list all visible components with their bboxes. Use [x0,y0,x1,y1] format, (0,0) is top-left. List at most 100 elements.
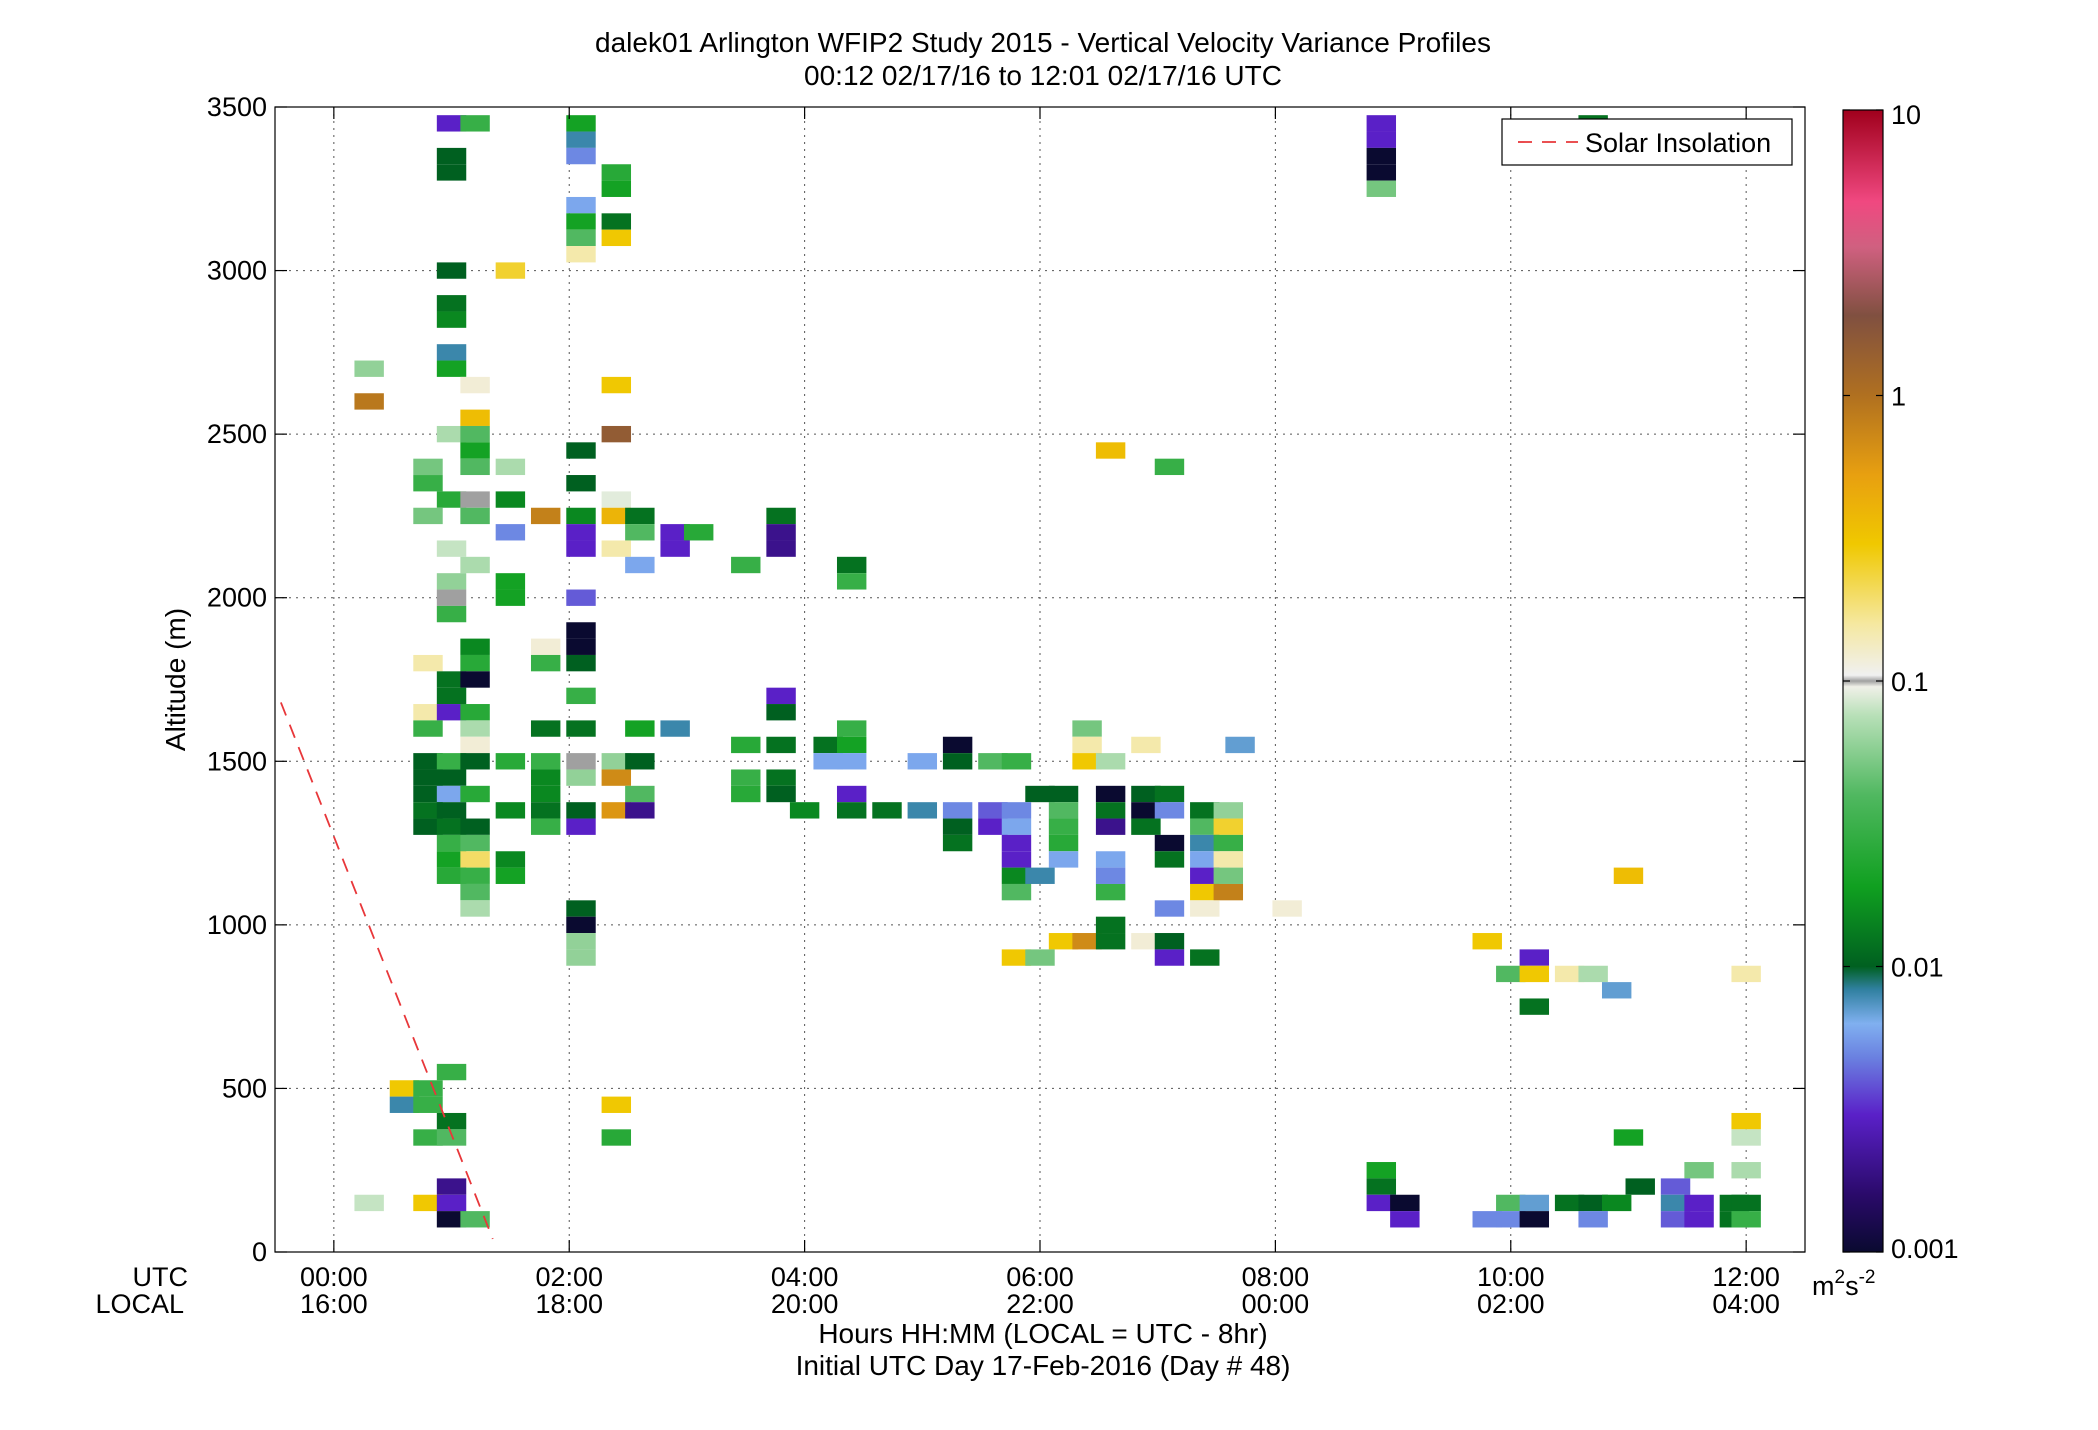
variance-cell [942,834,973,852]
variance-cell [1731,1112,1761,1130]
variance-cell [683,524,714,541]
y-tick-label: 2500 [207,419,267,449]
variance-cell [1154,900,1185,917]
variance-cell [625,720,655,737]
variance-cell [978,753,1008,770]
variance-cell [436,491,467,508]
variance-cell [436,1178,467,1195]
variance-cell [1072,736,1102,754]
variance-cell [460,883,490,901]
variance-cell [566,475,596,492]
variance-cell [836,736,867,754]
variance-cell [495,589,526,606]
variance-cell [625,507,655,525]
variance-cell [436,262,467,279]
variance-cell [1190,900,1220,917]
variance-cell [601,213,632,230]
x-tick-label-utc: 00:00 [300,1262,368,1292]
variance-cell [601,180,632,197]
variance-cell [460,409,490,426]
variance-cell [1578,1211,1608,1228]
colorbar-tick-label: 10 [1891,100,1921,130]
variance-cell [460,671,490,688]
variance-cell [625,524,655,541]
colorbar-unit-base: m [1812,1271,1835,1301]
variance-cell [436,851,467,868]
variance-cell [495,262,526,279]
variance-cell [566,818,596,835]
variance-cell [530,654,561,672]
variance-cell [978,802,1008,819]
variance-cell [436,147,467,165]
variance-cell [566,115,596,132]
variance-cell [566,916,596,934]
variance-cell [566,131,596,148]
variance-cell [1095,883,1126,901]
variance-cell [1072,933,1102,950]
variance-cell [566,687,596,705]
variance-cell [789,802,820,819]
variance-cell [1154,785,1185,803]
x-axis-label: Hours HH:MM (LOCAL = UTC - 8hr) [818,1318,1267,1349]
variance-cell [1072,753,1102,770]
variance-cell [436,785,467,803]
colorbar-ticks: 0.001 0.01 0.1 1 10 [1843,100,1959,1264]
variance-cell [942,736,973,754]
variance-cell [1519,949,1550,966]
variance-cell [1131,802,1161,819]
variance-cell [625,802,655,819]
x-axis-day-label: Initial UTC Day 17-Feb-2016 (Day # 48) [796,1350,1291,1381]
variance-cell [460,376,490,394]
variance-cell [1519,998,1550,1015]
variance-cell [413,818,443,835]
y-tick-label: 1500 [207,746,267,776]
variance-cell [1613,1129,1644,1146]
variance-cell [1366,1194,1397,1212]
variance-cell [566,507,596,525]
variance-cell [413,475,443,492]
variance-cell [566,196,596,214]
variance-cell [460,818,490,835]
variance-cell [566,213,596,230]
variance-cell [942,753,973,770]
variance-cell [1095,933,1126,950]
solar-insolation-line [280,702,494,1240]
variance-cell [1390,1211,1420,1228]
variance-cell [566,753,596,770]
variance-cell [601,769,632,786]
colorbar-unit-exp2: -2 [1859,1267,1876,1288]
variance-cell [1366,1178,1397,1195]
variance-cell [1095,442,1126,459]
variance-cell [460,736,490,754]
variance-cell [460,753,490,770]
variance-cell [1001,834,1032,852]
colorbar-tick-label: 0.1 [1891,667,1929,697]
variance-cell [1001,867,1032,884]
variance-cell [731,556,761,574]
variance-cell [436,573,467,590]
variance-cell [813,753,843,770]
variance-cell [354,393,384,410]
variance-cell [436,360,467,377]
variance-cell [413,704,443,721]
variance-cell [495,524,526,541]
variance-cell [413,458,443,476]
variance-cell [436,295,467,312]
variance-cell [530,753,561,770]
legend: Solar Insolation [1501,118,1793,166]
variance-cell [1001,802,1032,819]
variance-cell [1366,131,1397,148]
variance-cell [625,785,655,803]
variance-cell [1048,802,1079,819]
variance-cell [1154,802,1185,819]
x-tick-label-utc: 12:00 [1712,1262,1780,1292]
variance-cell [389,1080,420,1097]
variance-cell [836,573,867,590]
variance-cell [436,802,467,819]
variance-cell [731,785,761,803]
variance-cell [660,524,690,541]
colorbar-unit: m2s-2 [1812,1267,1875,1301]
variance-cell [460,115,490,132]
